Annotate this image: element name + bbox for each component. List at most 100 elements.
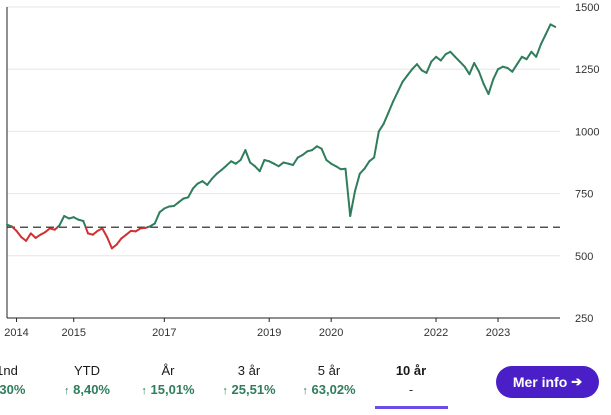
price-line-segment: [177, 197, 185, 204]
x-tick-label-2022: 2022: [424, 327, 448, 339]
period-label: 1nd: [0, 363, 18, 378]
price-line-segment: [82, 220, 87, 229]
price-line-segment: [349, 190, 356, 217]
price-line-segment: [91, 229, 99, 236]
period-year[interactable]: År ↑ 15,01%: [133, 362, 203, 400]
price-line-segment: [115, 237, 123, 246]
arrow-up-icon: ↑: [302, 385, 308, 397]
period-10-years[interactable]: 10 år -: [376, 362, 446, 400]
price-line-segment: [84, 226, 89, 235]
price-line-segment: [406, 68, 414, 77]
price-line-segment: [220, 164, 228, 171]
price-line-segment: [244, 149, 252, 164]
price-line-segment: [368, 156, 376, 163]
price-line-segment: [392, 90, 399, 103]
price-line-segment: [458, 60, 466, 68]
price-line-segment: [153, 211, 161, 225]
price-line-segment: [492, 68, 499, 81]
arrow-up-icon: ↑: [64, 385, 70, 397]
period-label: 3 år: [237, 363, 261, 378]
price-line-segment: [253, 165, 261, 173]
price-line-segment: [482, 83, 490, 96]
price-line-segment: [158, 207, 166, 214]
price-line-segment: [539, 33, 547, 46]
price-line-segment: [516, 55, 523, 66]
price-line-segment: [549, 23, 557, 28]
price-line-segment: [439, 53, 447, 62]
price-line-segment: [225, 160, 233, 167]
mer-info-button[interactable]: Mer info ➔: [496, 366, 599, 398]
price-line-segment: [377, 122, 385, 133]
price-line-group: [6, 23, 557, 250]
price-line-segment: [463, 65, 471, 76]
price-line-segment: [530, 50, 538, 58]
period-selector: 1nd 0,30% YTD ↑ 8,40% År ↑ 15,01% 3 år ↑…: [0, 362, 611, 415]
price-line-segment: [239, 149, 247, 161]
price-line-segment: [191, 182, 199, 190]
y-tick-label-1250: 1250: [575, 64, 599, 76]
price-line-segment: [511, 63, 519, 73]
period-value: ↑ 63,02%: [302, 382, 356, 397]
price-line-segment: [354, 172, 361, 193]
price-line-segment: [411, 63, 418, 71]
price-line-segment: [473, 62, 480, 73]
period-ytd[interactable]: YTD ↑ 8,40%: [52, 362, 122, 400]
price-line-segment: [544, 23, 552, 36]
price-line-segment: [363, 160, 371, 170]
price-line-segment: [387, 100, 395, 114]
x-tick-label-2020: 2020: [319, 327, 343, 339]
price-line-segment: [25, 232, 32, 242]
price-line-segment: [535, 43, 542, 58]
chart-axes: [6, 7, 560, 322]
y-tick-label-1000: 1000: [575, 126, 599, 138]
price-line-segment: [234, 159, 242, 165]
price-line-segment: [29, 232, 37, 239]
period-label: 5 år: [317, 363, 341, 378]
price-line-segment: [454, 55, 461, 63]
period-label: 10 år: [395, 363, 427, 378]
price-line-segment: [373, 130, 380, 159]
arrow-up-icon: ↑: [141, 385, 147, 397]
price-line-segment: [449, 50, 457, 58]
price-line-segment: [249, 161, 256, 168]
price-line-segment: [106, 236, 113, 250]
price-line-segment: [416, 63, 423, 72]
price-line-segment: [525, 50, 533, 61]
price-line-segment: [101, 227, 109, 239]
period-value: 0,30%: [0, 382, 26, 397]
x-tick-label-2023: 2023: [486, 327, 510, 339]
period-value: ↑ 15,01%: [141, 382, 195, 397]
price-line-segment: [206, 177, 213, 186]
y-tick-label-500: 500: [575, 251, 593, 263]
arrow-up-icon: ↑: [222, 385, 228, 397]
period-label: YTD: [74, 363, 100, 378]
price-line-segment: [292, 156, 299, 166]
x-tick-label-2015: 2015: [61, 327, 85, 339]
y-tick-label-750: 750: [575, 189, 593, 201]
y-tick-label-1500: 1500: [575, 2, 599, 14]
x-tick-label-2019: 2019: [257, 327, 281, 339]
price-line-segment: [430, 55, 438, 63]
price-line-segment: [311, 145, 318, 152]
period-value: ↑ 8,40%: [64, 382, 110, 397]
price-line-segment: [125, 229, 132, 236]
price-line-segment: [358, 167, 366, 175]
price-line-segment: [15, 229, 23, 239]
period-3-years[interactable]: 3 år ↑ 25,51%: [214, 362, 284, 400]
period-label: År: [161, 363, 175, 378]
period-1nd[interactable]: 1nd 0,30%: [0, 362, 42, 400]
price-line-segment: [277, 161, 285, 168]
y-axis-ticks: 1500 1250 1000 750 500 250: [575, 2, 599, 325]
price-line-segment: [344, 167, 352, 217]
price-line-segment: [478, 70, 485, 86]
price-line-segment: [325, 159, 333, 165]
price-line-segment: [396, 80, 404, 93]
period-5-years[interactable]: 5 år ↑ 63,02%: [294, 362, 364, 400]
price-line-segment: [20, 236, 28, 242]
active-period-indicator: [375, 406, 448, 409]
y-tick-label-250: 250: [575, 313, 593, 325]
price-line-segment: [401, 74, 409, 83]
price-line-segment: [58, 215, 66, 227]
period-value: ↑ 25,51%: [222, 382, 276, 397]
price-line-segment: [487, 78, 495, 96]
